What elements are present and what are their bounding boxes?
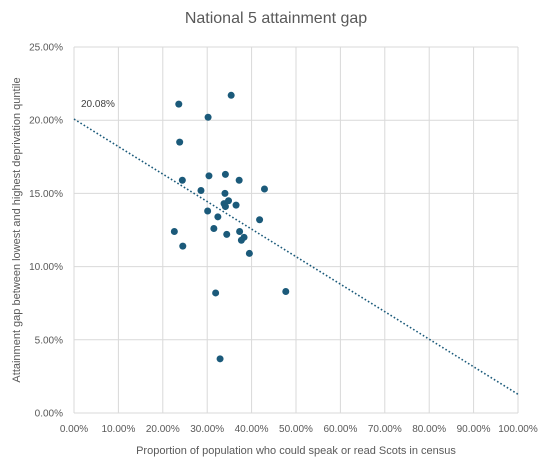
data-point [221, 189, 229, 197]
x-tick-label: 0.00% [60, 424, 88, 435]
data-point [282, 287, 290, 295]
data-point [205, 172, 213, 180]
y-axis-ticks: 0.00% 5.00% 10.00% 15.00% 20.00% 25.00% [29, 43, 63, 420]
y-tick-label: 15.00% [29, 189, 63, 200]
x-tick-label: 30.00% [190, 424, 224, 435]
x-tick-label: 90.00% [457, 424, 491, 435]
chart-title: National 5 attainment gap [184, 10, 368, 27]
x-tick-label: 70.00% [368, 424, 402, 435]
data-point [221, 203, 229, 211]
x-axis-title: Proportion of population who could speak… [136, 445, 456, 457]
data-point [227, 91, 235, 99]
data-point [256, 216, 264, 224]
data-point [245, 249, 253, 257]
x-axis-ticks: 0.00% 10.00% 20.00% 30.00% 40.00% 50.00% 60.00… [60, 424, 538, 435]
data-point [237, 236, 245, 244]
data-point [175, 100, 183, 108]
data-point [225, 197, 233, 205]
data-points [170, 91, 290, 363]
data-point [212, 289, 220, 297]
x-tick-label: 80.00% [412, 424, 446, 435]
y-axis-title: Attainment gap between lowest and highes… [11, 77, 23, 382]
data-point [216, 355, 224, 363]
x-tick-label: 100.00% [498, 424, 538, 435]
y-tick-label: 20.00% [29, 116, 63, 127]
x-tick-label: 50.00% [279, 424, 313, 435]
data-point [204, 207, 212, 215]
x-tick-label: 40.00% [235, 424, 269, 435]
data-point [236, 227, 244, 235]
data-point [232, 201, 240, 209]
data-point [260, 185, 268, 193]
y-tick-label: 5.00% [35, 335, 63, 346]
y-tick-label: 10.00% [29, 262, 63, 273]
x-tick-label: 20.00% [146, 424, 180, 435]
data-point [179, 242, 187, 250]
data-point [210, 225, 218, 233]
data-point [170, 227, 178, 235]
data-point [223, 230, 231, 238]
gridlines [73, 46, 519, 414]
trendline-label: 20.08% [81, 99, 115, 110]
data-point [176, 138, 184, 146]
x-tick-label: 60.00% [323, 424, 357, 435]
data-point [197, 186, 205, 194]
data-point [214, 213, 222, 221]
y-tick-label: 25.00% [29, 43, 63, 54]
data-point [204, 113, 212, 121]
data-point [178, 176, 186, 184]
data-point [235, 176, 243, 184]
x-tick-label: 10.00% [101, 424, 135, 435]
trendline-layer: 20.08% [73, 99, 519, 395]
data-point [221, 170, 229, 178]
y-tick-label: 0.00% [35, 409, 63, 420]
